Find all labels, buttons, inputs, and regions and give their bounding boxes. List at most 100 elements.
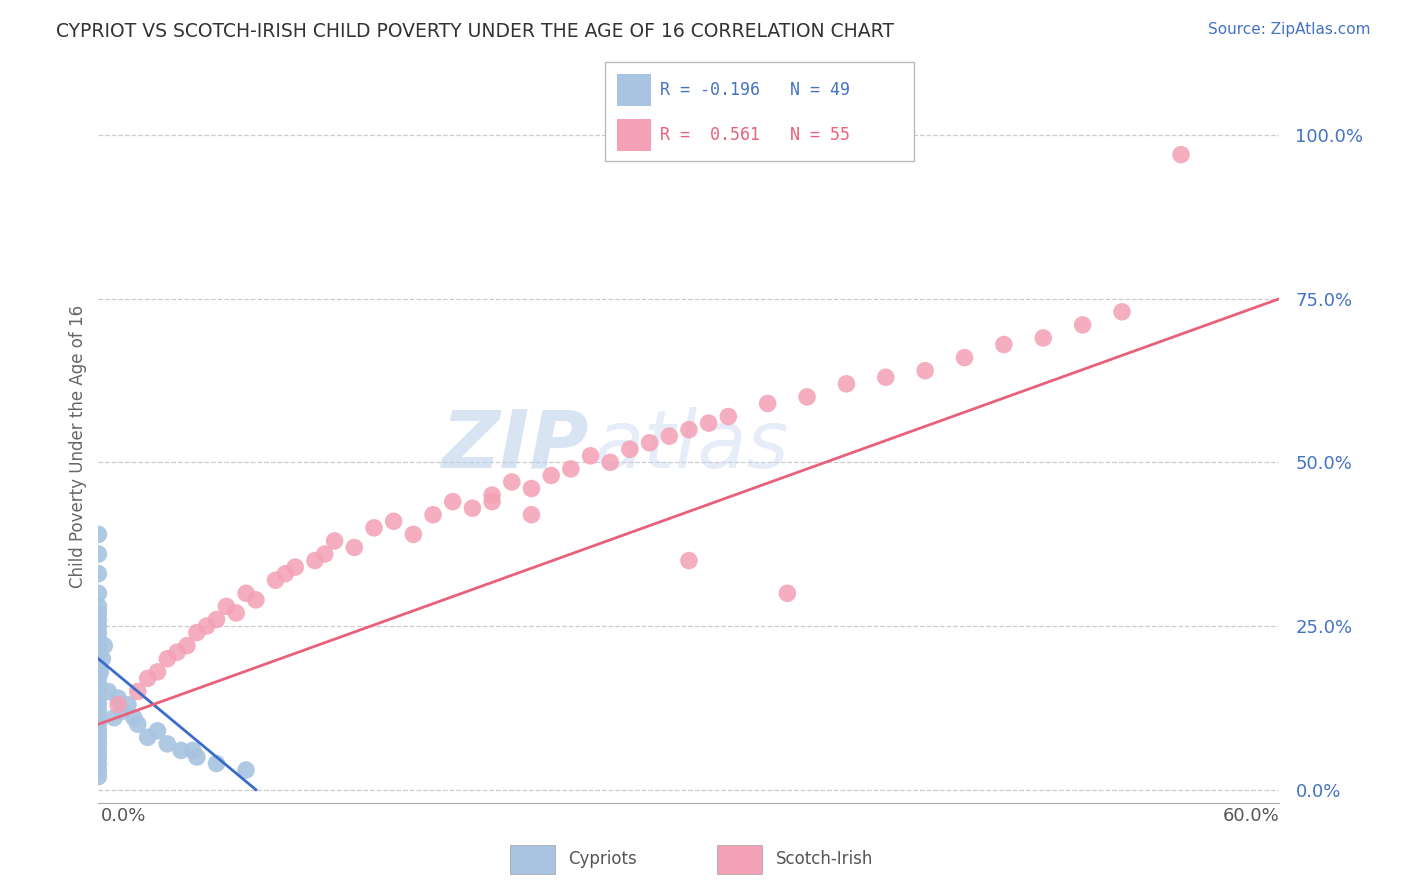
Text: R = -0.196   N = 49: R = -0.196 N = 49 (661, 81, 851, 99)
Point (87, 632, 110, 647)
Point (678, 553, 700, 567)
Point (87, 704, 110, 718)
Point (93, 639, 115, 653)
Point (560, 462, 582, 476)
Point (146, 665, 169, 679)
Point (501, 475, 523, 489)
Point (87, 743, 110, 757)
Point (481, 494, 503, 508)
Point (87, 691, 110, 706)
Point (87, 723, 110, 738)
Text: R =  0.561   N = 55: R = 0.561 N = 55 (661, 126, 851, 144)
Point (127, 684, 149, 698)
Point (87, 639, 110, 653)
Text: CYPRIOT VS SCOTCH-IRISH CHILD POVERTY UNDER THE AGE OF 16 CORRELATION CHART: CYPRIOT VS SCOTCH-IRISH CHILD POVERTY UN… (56, 22, 894, 41)
Point (835, 376, 858, 391)
Point (122, 711, 145, 725)
Point (225, 606, 247, 620)
Bar (617, 74, 651, 105)
Point (599, 455, 621, 469)
Point (87, 711, 110, 725)
Point (87, 566, 110, 581)
Point (619, 442, 641, 457)
Point (205, 756, 228, 771)
Point (87, 658, 110, 673)
Point (195, 619, 218, 633)
Point (87, 547, 110, 561)
Text: Cypriots: Cypriots (568, 849, 637, 868)
Point (264, 573, 287, 587)
Point (993, 337, 1015, 351)
Point (796, 390, 818, 404)
Point (87, 731, 110, 745)
Point (97, 684, 120, 698)
Point (678, 423, 700, 437)
Point (914, 364, 936, 378)
Point (181, 743, 204, 757)
Point (117, 698, 139, 712)
Point (274, 566, 297, 581)
Point (756, 396, 779, 410)
Text: ZIP: ZIP (441, 407, 589, 485)
Point (481, 488, 503, 502)
Bar (717, 845, 762, 874)
Point (89, 665, 111, 679)
Point (87, 763, 110, 777)
Point (579, 449, 602, 463)
Point (1170, 147, 1192, 161)
Point (87, 737, 110, 751)
Text: 60.0%: 60.0% (1223, 807, 1279, 825)
Point (186, 750, 208, 764)
Text: Source: ZipAtlas.com: Source: ZipAtlas.com (1208, 22, 1371, 37)
Point (314, 547, 336, 561)
Point (441, 494, 464, 508)
Point (87, 750, 110, 764)
Point (323, 533, 346, 548)
Point (87, 645, 110, 659)
Text: atlas: atlas (595, 407, 789, 485)
Point (215, 599, 238, 614)
Point (87, 665, 110, 679)
Point (697, 416, 720, 430)
Point (87, 672, 110, 686)
Point (205, 612, 228, 626)
Text: 0.0%: 0.0% (101, 807, 146, 825)
Point (520, 508, 543, 522)
Point (422, 508, 444, 522)
Point (146, 723, 169, 738)
Point (461, 501, 484, 516)
Point (658, 429, 681, 443)
Point (87, 678, 110, 692)
Point (87, 770, 110, 784)
Point (186, 625, 208, 640)
Point (284, 560, 307, 574)
Point (87, 599, 110, 614)
Point (166, 645, 188, 659)
Point (156, 737, 179, 751)
Bar (510, 845, 555, 874)
Point (156, 652, 179, 666)
Point (103, 711, 125, 725)
Point (111, 704, 134, 718)
Point (87, 606, 110, 620)
Point (363, 521, 385, 535)
Point (875, 370, 897, 384)
Point (87, 652, 110, 666)
Point (245, 592, 267, 607)
Point (1032, 331, 1054, 345)
Point (107, 698, 129, 712)
Point (87, 619, 110, 633)
Point (87, 756, 110, 771)
Bar (617, 120, 651, 151)
Point (304, 553, 326, 567)
Point (87, 717, 110, 731)
Point (235, 763, 257, 777)
Point (638, 435, 661, 450)
Y-axis label: Child Poverty Under the Age of 16: Child Poverty Under the Age of 16 (69, 304, 87, 588)
Point (717, 409, 740, 424)
Point (1071, 318, 1094, 332)
Point (87, 527, 110, 541)
Point (776, 586, 799, 600)
Point (91, 652, 114, 666)
Point (953, 351, 976, 365)
